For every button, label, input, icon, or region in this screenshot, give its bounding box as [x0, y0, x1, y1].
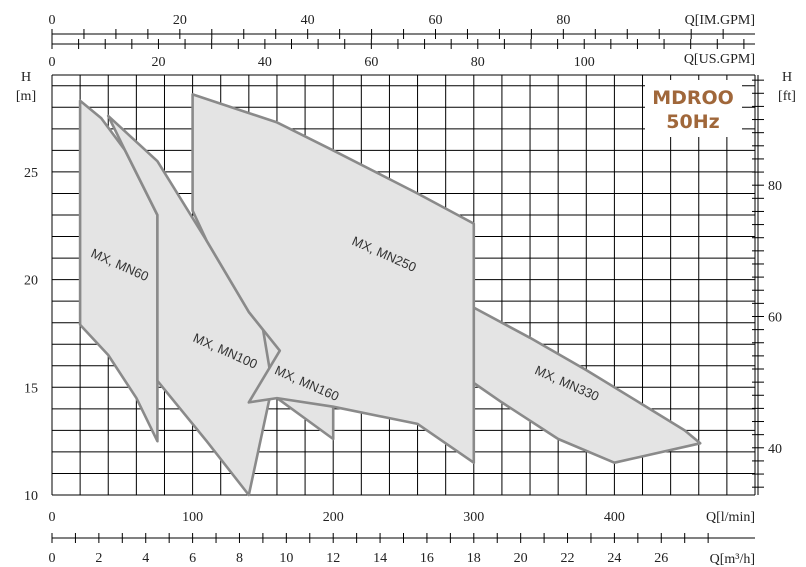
x-tick-label-usgpm: 100 — [574, 55, 595, 70]
x-tick-label-imgpm: 40 — [301, 13, 315, 28]
x-tick-label-usgpm: 0 — [49, 55, 56, 70]
y-tick-label-m: 20 — [24, 274, 38, 289]
x-tick-label-imgpm: 80 — [556, 13, 570, 28]
x-tick-label-m3h: 26 — [654, 551, 668, 566]
region-mx-mn100 — [106, 114, 282, 497]
y-tick-label-ft: 40 — [768, 442, 782, 457]
y-axis-title-ft: H — [782, 70, 792, 85]
x-tick-label-imgpm: 0 — [49, 13, 56, 28]
x-tick-label-m3h: 16 — [420, 551, 434, 566]
model-frequency: 50Hz — [666, 111, 719, 133]
x-tick-label-m3h: 18 — [467, 551, 481, 566]
y-tick-label-m: 25 — [24, 166, 38, 181]
x-tick-label-m3h: 24 — [607, 551, 621, 566]
x-tick-label-m3h: 22 — [561, 551, 575, 566]
region-mx-mn330 — [472, 306, 702, 464]
x-tick-label-lmin: 300 — [463, 510, 484, 525]
x-tick-label-m3h: 12 — [326, 551, 340, 566]
x-tick-label-m3h: 6 — [189, 551, 196, 566]
x-tick-label-lmin: 0 — [49, 510, 56, 525]
y-axis-unit-m: [m] — [16, 89, 36, 104]
model-badge-box — [645, 80, 742, 137]
y-axis-unit-ft: [ft] — [778, 89, 796, 104]
x-tick-label-lmin: 400 — [604, 510, 625, 525]
x-axis-title-lmin: Q[l/min] — [706, 510, 755, 525]
x-tick-label-m3h: 0 — [49, 551, 56, 566]
x-tick-label-lmin: 100 — [182, 510, 203, 525]
x-tick-label-m3h: 8 — [236, 551, 243, 566]
x-tick-label-m3h: 10 — [279, 551, 293, 566]
y-tick-label-ft: 80 — [768, 179, 782, 194]
region-mx-mn250 — [191, 93, 476, 464]
x-axis-title-imgpm: Q[IM.GPM] — [685, 13, 755, 28]
x-tick-label-usgpm: 40 — [258, 55, 272, 70]
x-axis-title-usgpm: Q[US.GPM] — [684, 52, 755, 67]
x-tick-label-imgpm: 20 — [173, 13, 187, 28]
x-axis-title-m3h: Q[m³/h] — [710, 552, 755, 567]
x-tick-label-m3h: 4 — [142, 551, 149, 566]
y-axis-title-m: H — [21, 70, 31, 85]
x-tick-label-usgpm: 60 — [364, 55, 378, 70]
x-tick-label-usgpm: 80 — [471, 55, 485, 70]
x-tick-label-lmin: 200 — [323, 510, 344, 525]
x-tick-label-m3h: 20 — [514, 551, 528, 566]
y-tick-label-m: 10 — [24, 489, 38, 504]
x-tick-label-m3h: 2 — [95, 551, 102, 566]
pump-regions — [78, 93, 702, 497]
model-name: MDROO — [652, 87, 734, 109]
y-tick-label-m: 15 — [24, 381, 38, 396]
y-tick-label-ft: 60 — [768, 310, 782, 325]
x-tick-label-imgpm: 60 — [429, 13, 443, 28]
x-tick-label-usgpm: 20 — [151, 55, 165, 70]
x-tick-label-m3h: 14 — [373, 551, 387, 566]
model-badge: MDROO 50Hz — [645, 80, 742, 137]
region-mx-mn60 — [78, 99, 159, 443]
